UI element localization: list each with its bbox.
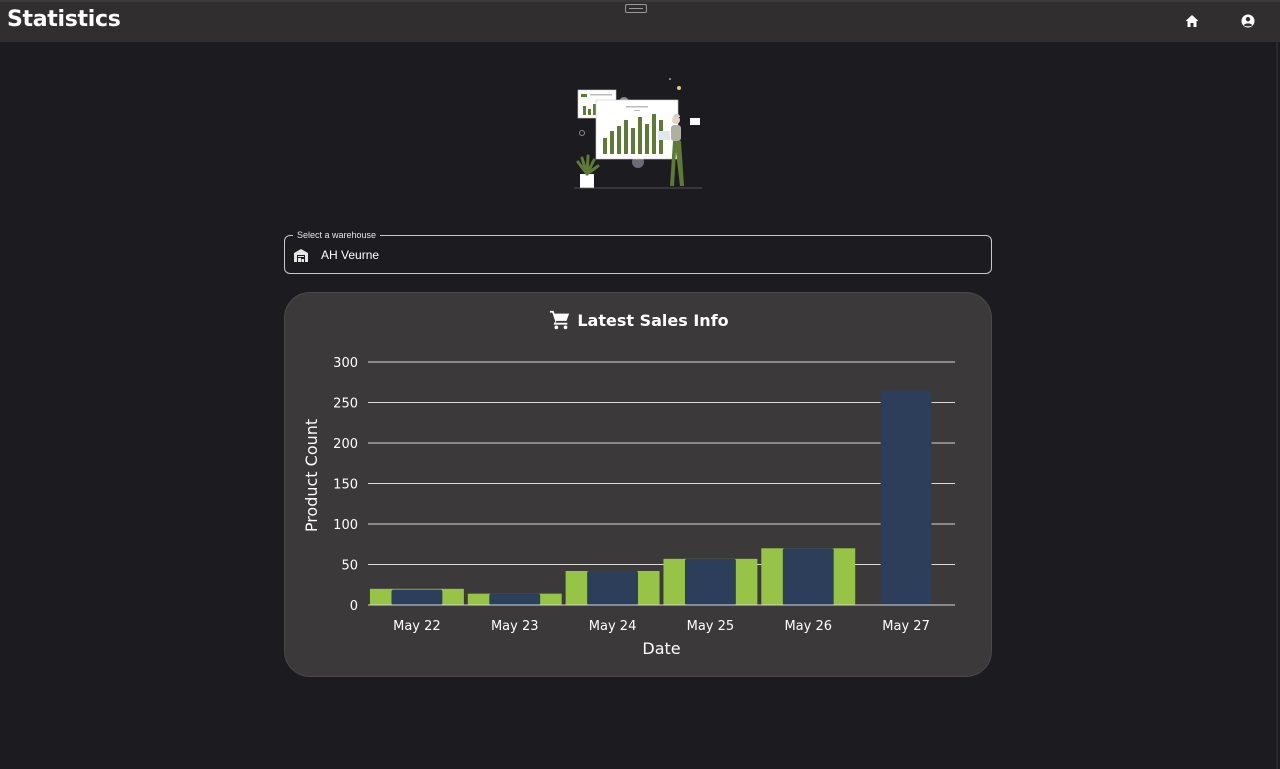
bar-navy [391, 589, 443, 605]
x-tick-label: May 22 [393, 619, 441, 634]
page-title: Statistics [7, 7, 121, 32]
warehouse-icon [294, 249, 308, 262]
bar-navy [684, 558, 736, 605]
home-icon[interactable] [1184, 13, 1200, 29]
window-drag-handle[interactable] [625, 4, 647, 13]
sales-bar-chart: 0 50 100 150 200 250 300 May 22 May 23 May 24 May … [302, 356, 955, 658]
bar-navy [782, 548, 834, 605]
x-tick-label: May 27 [882, 619, 930, 634]
cart-icon [550, 310, 570, 330]
x-tick-label: May 26 [784, 619, 832, 634]
warehouse-select[interactable]: Select a warehouse AH Veurne [284, 229, 992, 274]
x-tick-label: May 23 [491, 619, 539, 634]
scrollbar-track[interactable] [1276, 42, 1278, 769]
bar-navy [489, 593, 541, 605]
card-header: Latest Sales Info [285, 307, 993, 333]
latest-sales-card: Latest Sales Info 0 50 100 150 200 250 300 May … [284, 292, 992, 677]
card-title: Latest Sales Info [577, 310, 729, 330]
x-tick-label: May 25 [687, 619, 735, 634]
bar-navy [880, 390, 932, 605]
y-tick-label: 50 [341, 559, 358, 574]
x-tick-label: May 24 [589, 619, 637, 634]
y-tick-label: 300 [333, 356, 358, 371]
account-circle-icon[interactable] [1240, 13, 1256, 29]
y-tick-label: 0 [350, 599, 358, 614]
warehouse-select-value: AH Veurne [321, 248, 380, 262]
y-tick-label: 250 [333, 397, 358, 412]
y-tick-label: 200 [333, 437, 358, 452]
y-tick-label: 100 [333, 518, 358, 533]
app-bar: Statistics [0, 0, 1280, 42]
x-axis-title: Date [642, 639, 680, 658]
statistics-illustration [574, 78, 702, 189]
bar-navy [587, 570, 639, 605]
warehouse-select-label: Select a warehouse [293, 229, 381, 241]
y-axis-title: Product Count [302, 419, 321, 532]
y-tick-label: 150 [333, 478, 358, 493]
